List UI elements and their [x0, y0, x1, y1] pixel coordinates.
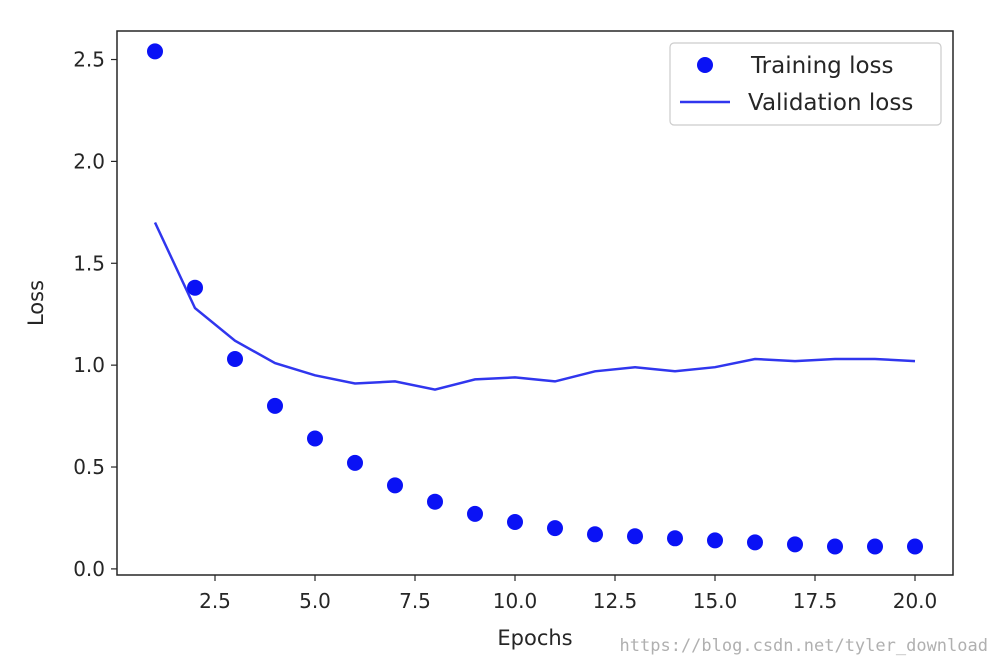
y-tick-label: 0.0 [73, 557, 105, 581]
training-loss-point [467, 505, 483, 522]
training-loss-point [507, 514, 523, 530]
training-loss-point [747, 534, 763, 551]
x-tick-label: 10.0 [493, 589, 538, 613]
y-axis-label: Loss [24, 280, 48, 326]
validation-loss-line [153, 221, 916, 391]
training-loss-point [187, 279, 203, 296]
legend-training-label: Training loss [750, 53, 894, 79]
training-loss-point [827, 538, 843, 555]
y-tick-label: 1.0 [73, 353, 105, 377]
legend: Training loss Validation loss [669, 42, 942, 126]
x-tick-label: 17.5 [793, 589, 838, 613]
x-tick-label: 7.5 [399, 589, 431, 613]
legend-training-marker [697, 57, 713, 73]
watermark-text: https://blog.csdn.net/tyler_download [620, 636, 988, 656]
y-tick-label: 2.0 [73, 149, 105, 173]
training-loss-point [267, 397, 283, 414]
legend-box [669, 42, 942, 126]
training-loss-point [667, 530, 683, 547]
y-tick-label: 2.5 [73, 48, 105, 72]
training-loss-point [307, 430, 323, 447]
y-tick-label: 1.5 [73, 251, 105, 275]
training-loss-point [587, 526, 603, 543]
x-axis-ticks: 2.5 5.0 7.5 10.0 12.5 15.0 17.5 20.0 [199, 575, 937, 613]
x-tick-label: 12.5 [593, 589, 638, 613]
training-loss-point [227, 351, 243, 367]
training-loss-point [347, 454, 363, 471]
training-loss-point [547, 520, 563, 537]
x-axis-label: Epochs [497, 626, 572, 650]
training-loss-point [427, 493, 443, 510]
x-tick-label: 20.0 [893, 589, 938, 613]
legend-validation-label: Validation loss [748, 90, 913, 116]
training-loss-point [147, 43, 163, 60]
x-tick-label: 15.0 [693, 589, 738, 613]
x-tick-label: 5.0 [299, 589, 331, 613]
training-loss-point [627, 528, 643, 545]
training-loss-point [907, 538, 923, 555]
training-loss-point [707, 532, 723, 549]
training-loss-points [147, 43, 923, 555]
training-loss-point [787, 536, 803, 553]
y-tick-label: 0.5 [73, 455, 105, 479]
training-loss-point [387, 477, 403, 494]
y-axis-ticks: 0.0 0.5 1.0 1.5 2.0 2.5 [73, 48, 117, 581]
x-tick-label: 2.5 [199, 589, 231, 613]
training-loss-point [867, 538, 883, 555]
